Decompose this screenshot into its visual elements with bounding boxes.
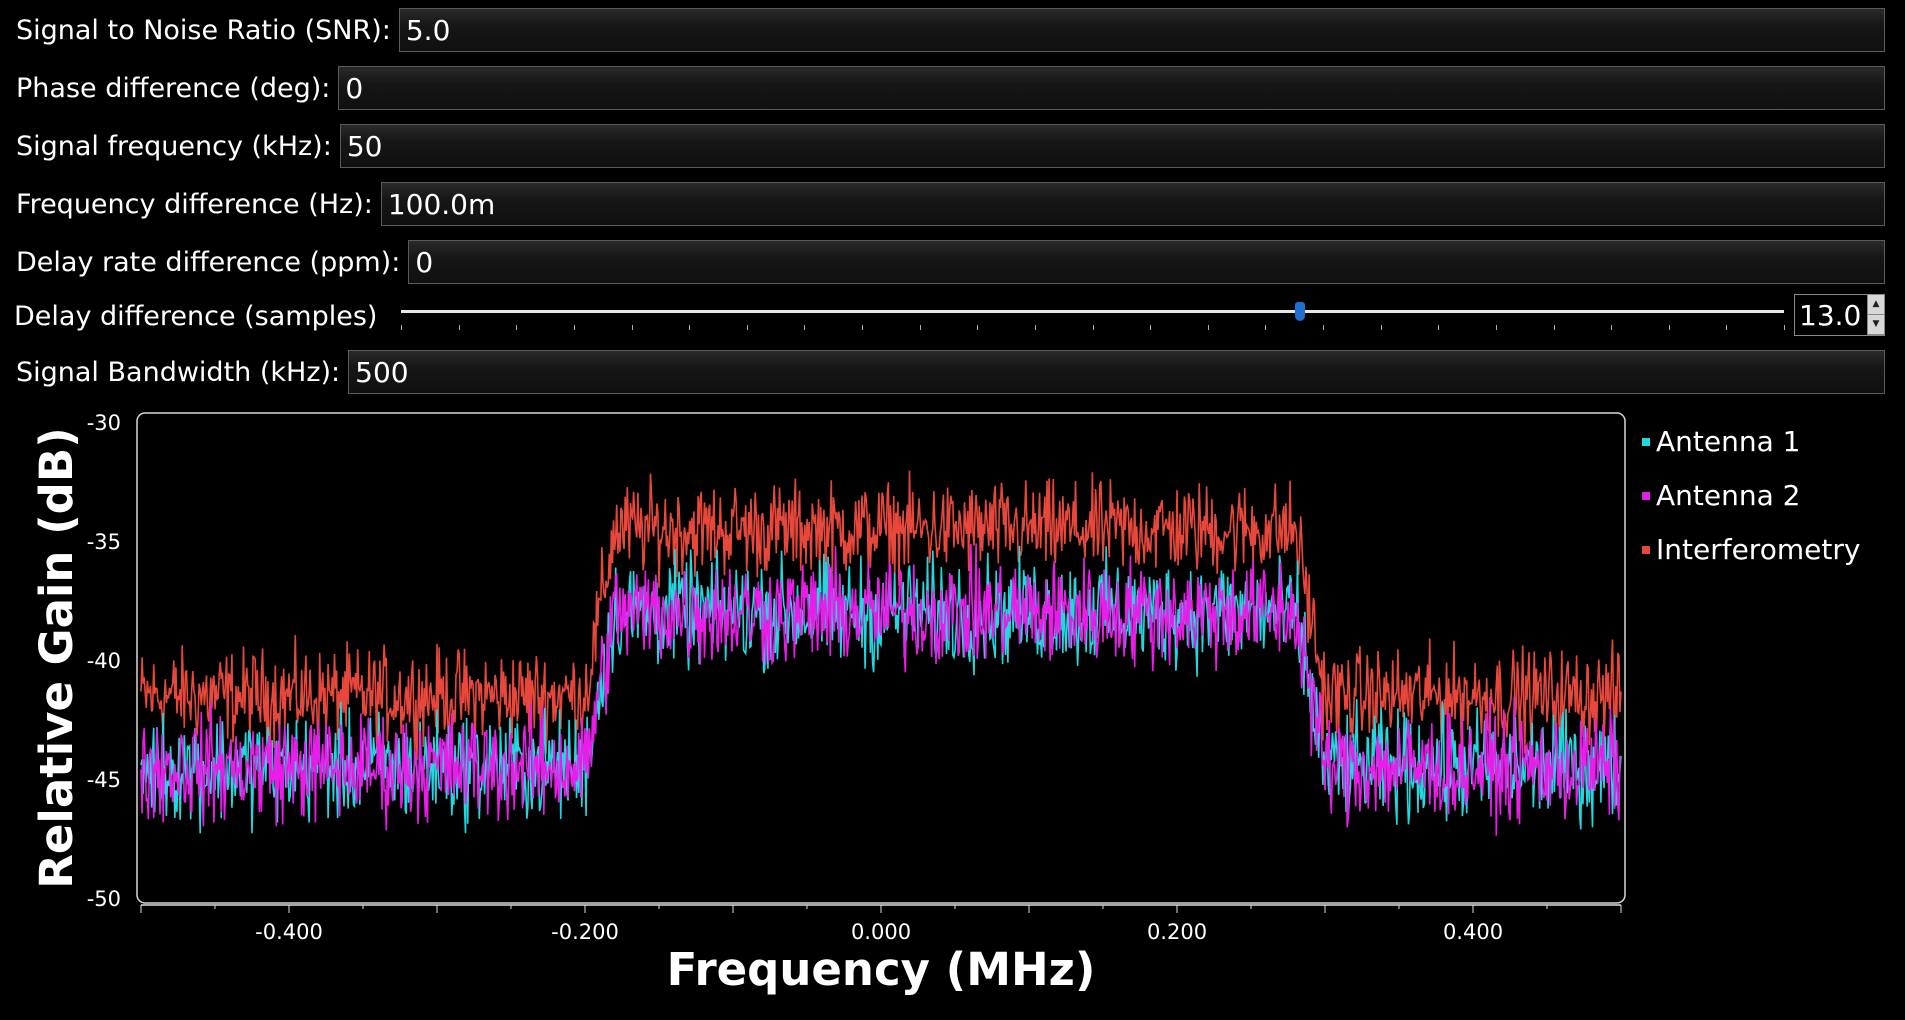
y-tick-label: -40 — [87, 649, 121, 673]
slider-tick — [1611, 325, 1613, 330]
legend-label-interferometry: Interferometry — [1656, 533, 1861, 566]
slider-tick — [1323, 325, 1324, 330]
frequency-difference-label: Frequency difference (Hz): — [16, 188, 373, 220]
param-row-bandwidth: Signal Bandwidth (kHz): — [0, 348, 1885, 396]
param-row-delayrate: Delay rate difference (ppm): — [0, 238, 1885, 286]
y-tick-label: -35 — [87, 530, 121, 554]
axes-group: -30 -35 -40 -45 -50 -0.400 -0.200 0.000 0.200 0.4… — [87, 411, 1622, 944]
slider-tick — [1380, 325, 1382, 330]
slider-tick — [1207, 325, 1209, 330]
legend-label-antenna-2: Antenna 2 — [1656, 479, 1801, 512]
plot-area-frame — [136, 412, 1626, 904]
signal-frequency-input[interactable] — [339, 124, 1885, 168]
slider-tick — [977, 325, 979, 330]
param-row-sigfreq: Signal frequency (kHz): — [0, 122, 1885, 170]
delay-slider-track[interactable] — [401, 310, 1784, 313]
bandwidth-label: Signal Bandwidth (kHz): — [16, 356, 341, 388]
delay-difference-label: Delay difference (samples) — [14, 300, 378, 332]
phase-input[interactable] — [338, 66, 1885, 110]
x-axis-label: Frequency (MHz) — [667, 943, 1096, 996]
slider-tick — [1784, 325, 1785, 330]
legend-item-antenna-1: Antenna 1 — [1642, 425, 1800, 458]
frequency-difference-input[interactable] — [380, 182, 1885, 226]
x-tick-label: -0.200 — [551, 920, 619, 944]
snr-input[interactable] — [398, 8, 1885, 52]
legend-swatch-antenna-2 — [1642, 491, 1650, 500]
bandwidth-input[interactable] — [348, 350, 1885, 394]
slider-tick — [746, 325, 748, 330]
param-row-snr: Signal to Noise Ratio (SNR): — [0, 6, 1885, 54]
x-tick-label: 0.000 — [851, 920, 911, 944]
y-tick-label: -30 — [87, 411, 121, 435]
slider-tick — [1726, 325, 1728, 330]
slider-tick — [401, 325, 402, 330]
snr-label: Signal to Noise Ratio (SNR): — [16, 14, 391, 46]
legend-swatch-interferometry — [1642, 545, 1650, 554]
slider-tick — [862, 325, 863, 330]
series-group — [140, 470, 1622, 836]
phase-label: Phase difference (deg): — [16, 72, 331, 104]
series-antenna-1 — [140, 545, 1622, 834]
delay-rate-label: Delay rate difference (ppm): — [16, 246, 401, 278]
slider-tick — [631, 325, 633, 330]
x-tick-label: 0.200 — [1147, 920, 1207, 944]
slider-tick — [516, 325, 518, 330]
slider-tick — [1034, 325, 1036, 330]
slider-tick — [1553, 325, 1555, 330]
slider-tick — [1495, 325, 1497, 330]
param-row-freqdiff: Frequency difference (Hz): — [0, 180, 1885, 228]
y-tick-label: -50 — [87, 887, 121, 911]
x-tick-label: 0.400 — [1443, 920, 1503, 944]
delay-rate-input[interactable] — [408, 240, 1885, 284]
legend-item-antenna-2: Antenna 2 — [1642, 479, 1800, 512]
x-tick-label: -0.400 — [255, 920, 323, 944]
legend-swatch-antenna-1 — [1642, 437, 1650, 446]
slider-tick — [804, 325, 806, 330]
delay-slider-handle[interactable] — [1294, 302, 1305, 321]
slider-tick — [919, 325, 921, 330]
y-axis-label: Relative Gain (dB) — [30, 427, 83, 889]
slider-tick — [573, 325, 575, 330]
slider-tick — [689, 325, 691, 330]
signal-frequency-label: Signal frequency (kHz): — [16, 130, 332, 162]
spin-buttons: ▲ ▼ — [1867, 295, 1884, 335]
slider-tick — [1092, 325, 1094, 330]
slider-tick — [1265, 325, 1267, 330]
param-row-delay: Delay difference (samples) — [0, 292, 400, 340]
slider-tick — [1668, 325, 1670, 330]
delay-spinbox[interactable]: 13.0 ▲ ▼ — [1794, 294, 1885, 336]
delay-spinbox-value[interactable]: 13.0 — [1799, 298, 1862, 332]
y-tick-label: -45 — [87, 768, 121, 792]
legend-label-antenna-1: Antenna 1 — [1656, 425, 1801, 458]
series-antenna-2 — [140, 543, 1622, 836]
legend-item-interferometry: Interferometry — [1642, 533, 1860, 566]
param-row-phase: Phase difference (deg): — [0, 64, 1885, 112]
slider-tick — [1438, 325, 1440, 330]
slider-tick — [458, 325, 460, 330]
spin-down-icon[interactable]: ▼ — [1868, 315, 1884, 335]
spin-up-icon[interactable]: ▲ — [1868, 295, 1884, 315]
slider-tick — [1150, 325, 1152, 330]
